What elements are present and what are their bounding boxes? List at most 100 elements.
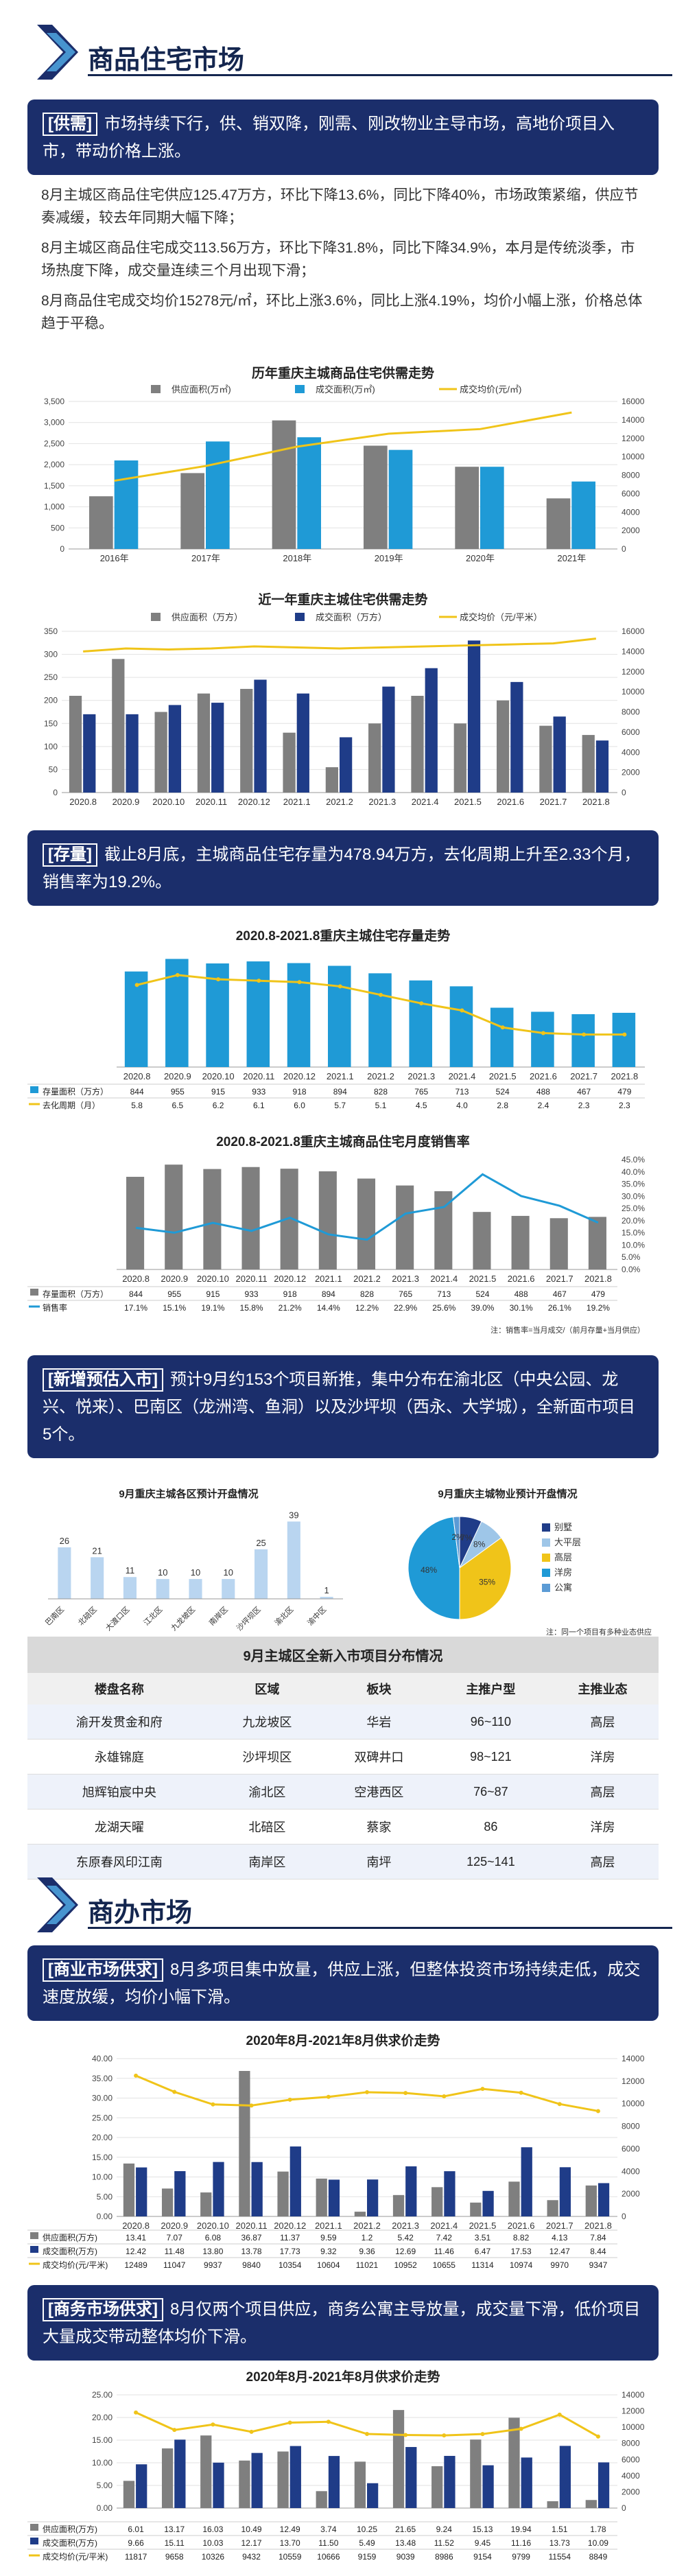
bar <box>123 2163 135 2216</box>
legend-swatch <box>542 1584 550 1592</box>
table-cell: 844 <box>129 1289 143 1299</box>
chart-yearly-svg: 历年重庆主城商品住宅供需走势 0 500 1,000 1,500 2,000 2,500 3,… <box>44 365 645 563</box>
table-cell: 6.08 <box>205 2233 222 2243</box>
chart-sales-rate-svg: 2020.8-2021.8重庆主城商品住宅月度销售率 0.0% 5.0% 10.0% 1… <box>27 1134 645 1335</box>
table-cell: 10666 <box>317 2552 340 2562</box>
x-tick-label: 2020.12 <box>283 1071 316 1081</box>
table-cell: 9154 <box>473 2552 492 2562</box>
y2-tick-label: 12000 <box>622 667 645 677</box>
bar <box>58 1547 71 1599</box>
table-cell: 2.3 <box>619 1101 630 1110</box>
table-cell: 8.82 <box>513 2233 530 2243</box>
line-point <box>211 2422 215 2427</box>
y2-tick-label: 2000 <box>622 2487 640 2496</box>
table-cell: 旭辉铂宸中央 <box>27 1774 211 1810</box>
slice-label: 48% <box>421 1565 437 1575</box>
slice-label: 8% <box>473 1539 486 1549</box>
chart-monthly: 近一年重庆主城住宅供需走势 0 50 100 150 200 250 300 350 0 2000 4… <box>27 590 659 817</box>
series-line <box>83 637 597 653</box>
bar <box>200 2192 212 2216</box>
table-cell: 沙坪坝区 <box>211 1739 323 1775</box>
table-cell: 5.1 <box>375 1101 387 1110</box>
bar <box>368 973 392 1067</box>
table-row-label: 供应面积(万方) <box>43 2524 97 2534</box>
x-tick-label: 2020.10 <box>152 797 185 807</box>
y-tick-label: 0 <box>53 788 58 797</box>
table-cell: 713 <box>437 1289 451 1299</box>
table-row-label: 成交面积(万方) <box>43 2246 97 2256</box>
line-point <box>249 2103 254 2108</box>
x-tick-label: 九龙坡区 <box>169 1605 197 1632</box>
project-table: 9月主城区全新入市项目分布情况 楼盘名称 区域 板块 主推户型 主推业态 渝开发贯金和府… <box>27 1637 659 1880</box>
x-tick-label: 2018年 <box>283 553 311 563</box>
bar <box>289 2446 301 2508</box>
bar <box>213 2162 224 2216</box>
table-cell: 12.42 <box>126 2247 146 2256</box>
line-point <box>326 2420 331 2424</box>
bar <box>382 686 395 793</box>
slice-label: 7% <box>460 1533 473 1543</box>
paragraph-price: 8月商品住宅成交均价15278元/㎡，环比上涨3.6%，同比上涨4.19%，均价… <box>41 293 643 331</box>
x-tick-label: 2020.11 <box>236 1274 268 1284</box>
line-point <box>175 972 180 977</box>
chart-title: 2020.8-2021.8重庆主城住宅存量走势 <box>236 928 451 944</box>
bar <box>470 2202 482 2216</box>
x-tick-label: 2021.5 <box>469 2221 497 2231</box>
table-cell: 12.69 <box>395 2247 416 2256</box>
table-cell: 11021 <box>356 2260 379 2270</box>
chart-sales-rate: 2020.8-2021.8重庆主城商品住宅月度销售率 0.0% 5.0% 10.0% 1… <box>27 1132 659 1338</box>
line-point <box>442 2094 447 2098</box>
table-cell: 10655 <box>433 2260 456 2270</box>
y2-tick-label: 40.0% <box>622 1167 645 1177</box>
bar <box>588 1217 606 1269</box>
y2-tick-label: 0 <box>622 788 626 797</box>
y2-tick-label: 6000 <box>622 727 640 737</box>
table-cell: 488 <box>514 1289 528 1299</box>
chart-district: 9月重庆主城各区预计开盘情况 26 巴南区 21 北碚区 11 大渡口区 10 江北区 10 九龙坡… <box>27 1482 350 1640</box>
y-tick-label: 250 <box>44 672 58 682</box>
bar <box>289 2146 301 2216</box>
bar <box>539 725 552 793</box>
table-cell: 955 <box>171 1087 185 1097</box>
y2-tick-label: 0 <box>622 2503 626 2513</box>
legend-label: 成交面积(万㎡) <box>316 384 375 395</box>
pie-slice <box>453 1516 460 1569</box>
chart-office: 2020年8月-2021年8月供求价走势 0.00 5.00 10.00 15.00 20… <box>27 2367 659 2573</box>
table-cell: 6.5 <box>172 1101 184 1110</box>
y-tick-label: 20.00 <box>92 2413 113 2422</box>
section-header-residential: 商品住宅市场 <box>0 21 686 82</box>
table-cell: 9937 <box>204 2260 222 2270</box>
x-tick-label: 2020年 <box>466 553 495 563</box>
biz-banner: [商业市场供求] 8月多项目集中放量，供应上涨，但整体投资市场持续走低，成交速度放… <box>27 1945 659 2021</box>
table-cell: 13.17 <box>164 2525 185 2534</box>
bar <box>553 716 566 793</box>
bar <box>392 2410 405 2508</box>
x-tick-label: 2020.12 <box>274 1274 306 1284</box>
table-cell: 21.65 <box>395 2525 416 2534</box>
line-point <box>172 2428 177 2433</box>
x-tick-label: 2021.3 <box>368 797 396 807</box>
bar <box>582 735 595 793</box>
table-cell: 76~87 <box>434 1774 547 1810</box>
y2-tick-label: 35.0% <box>622 1180 645 1189</box>
project-table-caption: 9月主城区全新入市项目分布情况 <box>27 1637 659 1673</box>
table-cell: 15.13 <box>472 2525 493 2534</box>
table-cell: 915 <box>206 1289 220 1299</box>
x-tick-label: 2020.9 <box>113 797 140 807</box>
bar <box>367 2179 379 2216</box>
table-cell: 11817 <box>125 2552 147 2562</box>
y-tick-label: 25.00 <box>92 2113 113 2122</box>
y2-tick-label: 12000 <box>622 2076 645 2086</box>
bar <box>239 2460 250 2508</box>
y2-tick-label: 10000 <box>622 2422 645 2432</box>
x-tick-label: 2021.6 <box>530 1071 557 1081</box>
table-cell: 894 <box>333 1087 347 1097</box>
bar <box>453 723 466 793</box>
y2-tick-label: 0 <box>622 544 626 554</box>
legend-swatch <box>542 1569 550 1577</box>
legend-swatch <box>295 613 305 621</box>
table-cell: 1.2 <box>362 2233 373 2243</box>
bar <box>272 420 296 549</box>
table-cell: 高层 <box>546 1774 659 1810</box>
bar <box>546 498 571 549</box>
